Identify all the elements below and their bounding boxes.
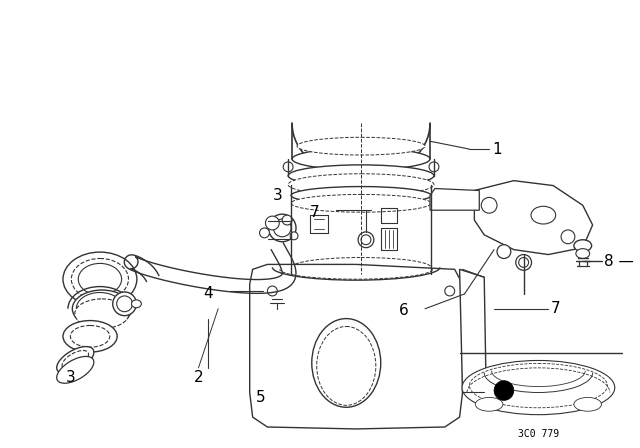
Circle shape bbox=[268, 279, 287, 299]
Polygon shape bbox=[460, 269, 486, 392]
Ellipse shape bbox=[291, 194, 431, 212]
Ellipse shape bbox=[291, 264, 431, 284]
Text: 3: 3 bbox=[65, 370, 75, 385]
Circle shape bbox=[445, 286, 454, 296]
Circle shape bbox=[497, 245, 511, 258]
Ellipse shape bbox=[574, 397, 602, 411]
Ellipse shape bbox=[291, 186, 431, 204]
Circle shape bbox=[290, 232, 298, 240]
Text: 2: 2 bbox=[193, 370, 203, 385]
Circle shape bbox=[561, 230, 575, 244]
Ellipse shape bbox=[469, 363, 607, 408]
Circle shape bbox=[271, 288, 284, 300]
Circle shape bbox=[273, 219, 291, 237]
Polygon shape bbox=[430, 189, 479, 210]
Ellipse shape bbox=[291, 258, 431, 277]
Ellipse shape bbox=[574, 240, 591, 252]
Ellipse shape bbox=[268, 221, 290, 239]
Circle shape bbox=[270, 277, 284, 291]
Circle shape bbox=[518, 258, 529, 267]
Ellipse shape bbox=[57, 347, 94, 373]
Circle shape bbox=[268, 286, 277, 296]
Circle shape bbox=[284, 162, 293, 172]
Circle shape bbox=[282, 215, 292, 225]
Ellipse shape bbox=[275, 224, 288, 236]
Circle shape bbox=[494, 381, 514, 401]
Text: 6: 6 bbox=[399, 303, 408, 318]
Ellipse shape bbox=[288, 165, 434, 186]
Polygon shape bbox=[250, 264, 463, 429]
Text: 7: 7 bbox=[551, 301, 561, 316]
Circle shape bbox=[481, 198, 497, 213]
Ellipse shape bbox=[462, 361, 615, 415]
Ellipse shape bbox=[576, 249, 589, 258]
Ellipse shape bbox=[317, 327, 376, 405]
Text: 5: 5 bbox=[255, 390, 265, 405]
Circle shape bbox=[516, 254, 531, 270]
Ellipse shape bbox=[63, 321, 117, 352]
Circle shape bbox=[429, 162, 439, 172]
Text: 4: 4 bbox=[204, 286, 213, 302]
Ellipse shape bbox=[70, 326, 110, 347]
Circle shape bbox=[266, 216, 279, 230]
Text: 3C0 779: 3C0 779 bbox=[518, 429, 559, 439]
Circle shape bbox=[116, 296, 132, 312]
Circle shape bbox=[260, 228, 269, 238]
Ellipse shape bbox=[297, 137, 425, 155]
Ellipse shape bbox=[63, 252, 137, 306]
Ellipse shape bbox=[292, 148, 430, 170]
Circle shape bbox=[358, 232, 374, 248]
Ellipse shape bbox=[72, 290, 131, 327]
Circle shape bbox=[273, 272, 282, 282]
Text: 7: 7 bbox=[310, 205, 319, 220]
Ellipse shape bbox=[75, 299, 129, 328]
Circle shape bbox=[113, 292, 136, 316]
Polygon shape bbox=[474, 181, 593, 254]
Ellipse shape bbox=[288, 174, 434, 195]
Ellipse shape bbox=[476, 397, 503, 411]
Ellipse shape bbox=[131, 300, 141, 308]
Ellipse shape bbox=[531, 206, 556, 224]
Circle shape bbox=[361, 235, 371, 245]
Ellipse shape bbox=[71, 258, 129, 300]
Text: 3: 3 bbox=[273, 188, 282, 203]
Ellipse shape bbox=[312, 319, 381, 407]
Ellipse shape bbox=[62, 350, 88, 370]
Circle shape bbox=[268, 214, 296, 242]
Ellipse shape bbox=[78, 263, 122, 295]
Text: 1: 1 bbox=[492, 142, 502, 157]
Text: 8 —: 8 — bbox=[604, 254, 634, 269]
Ellipse shape bbox=[57, 357, 94, 383]
